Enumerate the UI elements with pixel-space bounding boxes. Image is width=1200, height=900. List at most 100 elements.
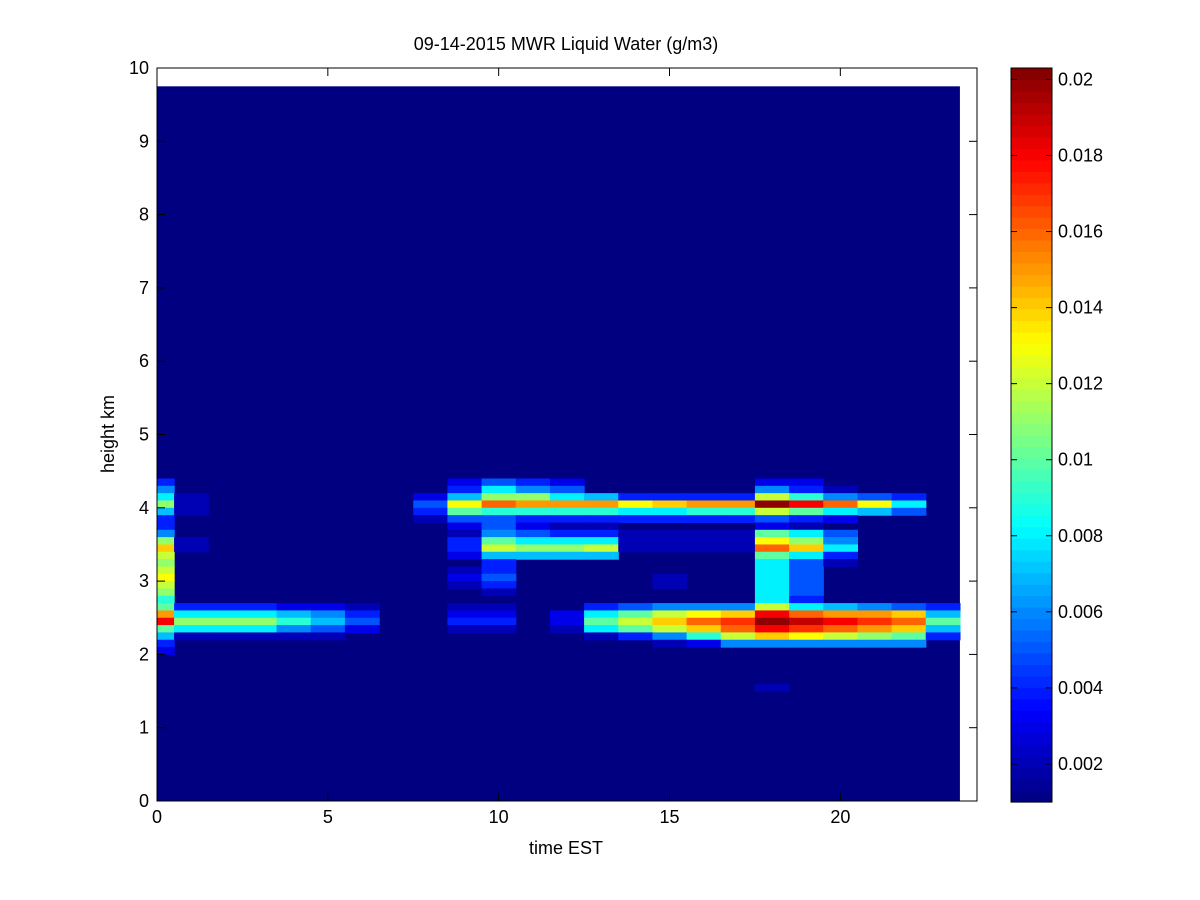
heatmap-cell — [242, 610, 278, 619]
heatmap-cell — [789, 610, 824, 619]
heatmap-cell — [481, 507, 517, 516]
heatmap-cell — [925, 617, 961, 626]
colorbar-step — [1011, 492, 1052, 505]
heatmap-cell — [891, 610, 927, 619]
heatmap-cell — [652, 515, 688, 524]
y-tick-label: 10 — [129, 58, 149, 78]
colorbar-step — [1011, 526, 1052, 539]
colorbar-tick-label: 0.004 — [1058, 678, 1103, 698]
heatmap-cell — [242, 625, 278, 634]
heatmap-cell — [789, 625, 824, 634]
heatmap-cell — [515, 515, 551, 524]
heatmap-cell — [823, 559, 859, 568]
heatmap-cell — [208, 625, 244, 634]
heatmap-cell — [618, 500, 654, 509]
colorbar-tick-label: 0.002 — [1058, 754, 1103, 774]
heatmap-cell — [157, 507, 175, 516]
heatmap-cell — [618, 529, 654, 538]
heatmap-cell — [584, 603, 619, 612]
heatmap-cell — [754, 559, 790, 568]
heatmap-cell — [789, 551, 824, 560]
heatmap-cell — [652, 632, 688, 641]
heatmap-cell — [549, 485, 585, 494]
heatmap-cell — [344, 603, 380, 612]
heatmap-cell — [823, 617, 859, 626]
heatmap-cell — [584, 537, 619, 546]
x-tick-label: 15 — [659, 807, 679, 827]
y-tick-label: 5 — [139, 425, 149, 445]
heatmap-cell — [549, 478, 585, 487]
heatmap-cell — [447, 522, 483, 531]
heatmap-cell — [549, 625, 585, 634]
heatmap-cell — [515, 485, 551, 494]
heatmap-cell — [310, 625, 346, 634]
heatmap-cell — [447, 500, 483, 509]
colorbar-step — [1011, 687, 1052, 700]
heatmap-cell — [720, 610, 756, 619]
heatmap-cell — [174, 603, 209, 612]
heatmap-cell — [157, 515, 175, 524]
colorbar-step — [1011, 366, 1052, 379]
heatmap-cell — [481, 625, 517, 634]
heatmap-cell — [584, 632, 619, 641]
heatmap-cell — [618, 507, 654, 516]
heatmap-cell — [447, 551, 483, 560]
heatmap-cell — [447, 515, 483, 524]
heatmap-cell — [481, 485, 517, 494]
colorbar-step — [1011, 251, 1052, 264]
heatmap-cell — [157, 478, 175, 487]
heatmap-cell — [789, 493, 824, 502]
heatmap-cell — [413, 500, 449, 509]
colorbar-tick-label: 0.01 — [1058, 450, 1093, 470]
heatmap-cell — [157, 544, 175, 553]
heatmap-cell — [891, 507, 927, 516]
colorbar-step — [1011, 710, 1052, 723]
heatmap-cell — [157, 603, 175, 612]
heatmap-cell — [157, 625, 175, 634]
colorbar-step — [1011, 595, 1052, 608]
heatmap-cell — [413, 515, 449, 524]
colorbar-step — [1011, 790, 1052, 803]
heatmap-cell — [344, 617, 380, 626]
heatmap-cell — [789, 537, 824, 546]
heatmap-cell — [823, 610, 859, 619]
heatmap-cell — [157, 537, 175, 546]
heatmap-cell — [310, 617, 346, 626]
heatmap-cell — [925, 632, 961, 641]
heatmap-cell — [754, 683, 790, 692]
colorbar-step — [1011, 756, 1052, 769]
heatmap-cell — [310, 603, 346, 612]
heatmap-cell — [652, 581, 688, 590]
heatmap-cell — [618, 493, 654, 502]
heatmap-cell — [686, 610, 722, 619]
heatmap-cell — [481, 537, 517, 546]
colorbar-step — [1011, 297, 1052, 310]
colorbar-step — [1011, 262, 1052, 276]
heatmap-cell — [720, 515, 756, 524]
heatmap-cell — [823, 493, 859, 502]
heatmap-cell — [618, 537, 654, 546]
colorbar-step — [1011, 652, 1052, 665]
heatmap-cell — [157, 639, 175, 648]
heatmap-cell — [157, 485, 175, 494]
x-tick-label: 0 — [152, 807, 162, 827]
heatmap-cell — [754, 639, 790, 648]
heatmap-cell — [310, 632, 346, 641]
heatmap-cell — [754, 500, 790, 509]
heatmap-cell — [754, 610, 790, 619]
heatmap-cell — [515, 529, 551, 538]
heatmap-cell — [754, 515, 790, 524]
heatmap-cell — [618, 515, 654, 524]
heatmap-cell — [754, 537, 790, 546]
x-axis-label: time EST — [529, 838, 603, 858]
heatmap-cell — [925, 625, 961, 634]
heatmap-cell — [481, 529, 517, 538]
heatmap-cell — [789, 485, 824, 494]
heatmap-cell — [157, 647, 175, 655]
heatmap-cell — [754, 507, 790, 516]
heatmap-cell — [754, 566, 790, 575]
heatmap-cell — [584, 529, 619, 538]
colorbar-step — [1011, 423, 1052, 436]
colorbar-step — [1011, 113, 1052, 126]
y-tick-label: 3 — [139, 571, 149, 591]
